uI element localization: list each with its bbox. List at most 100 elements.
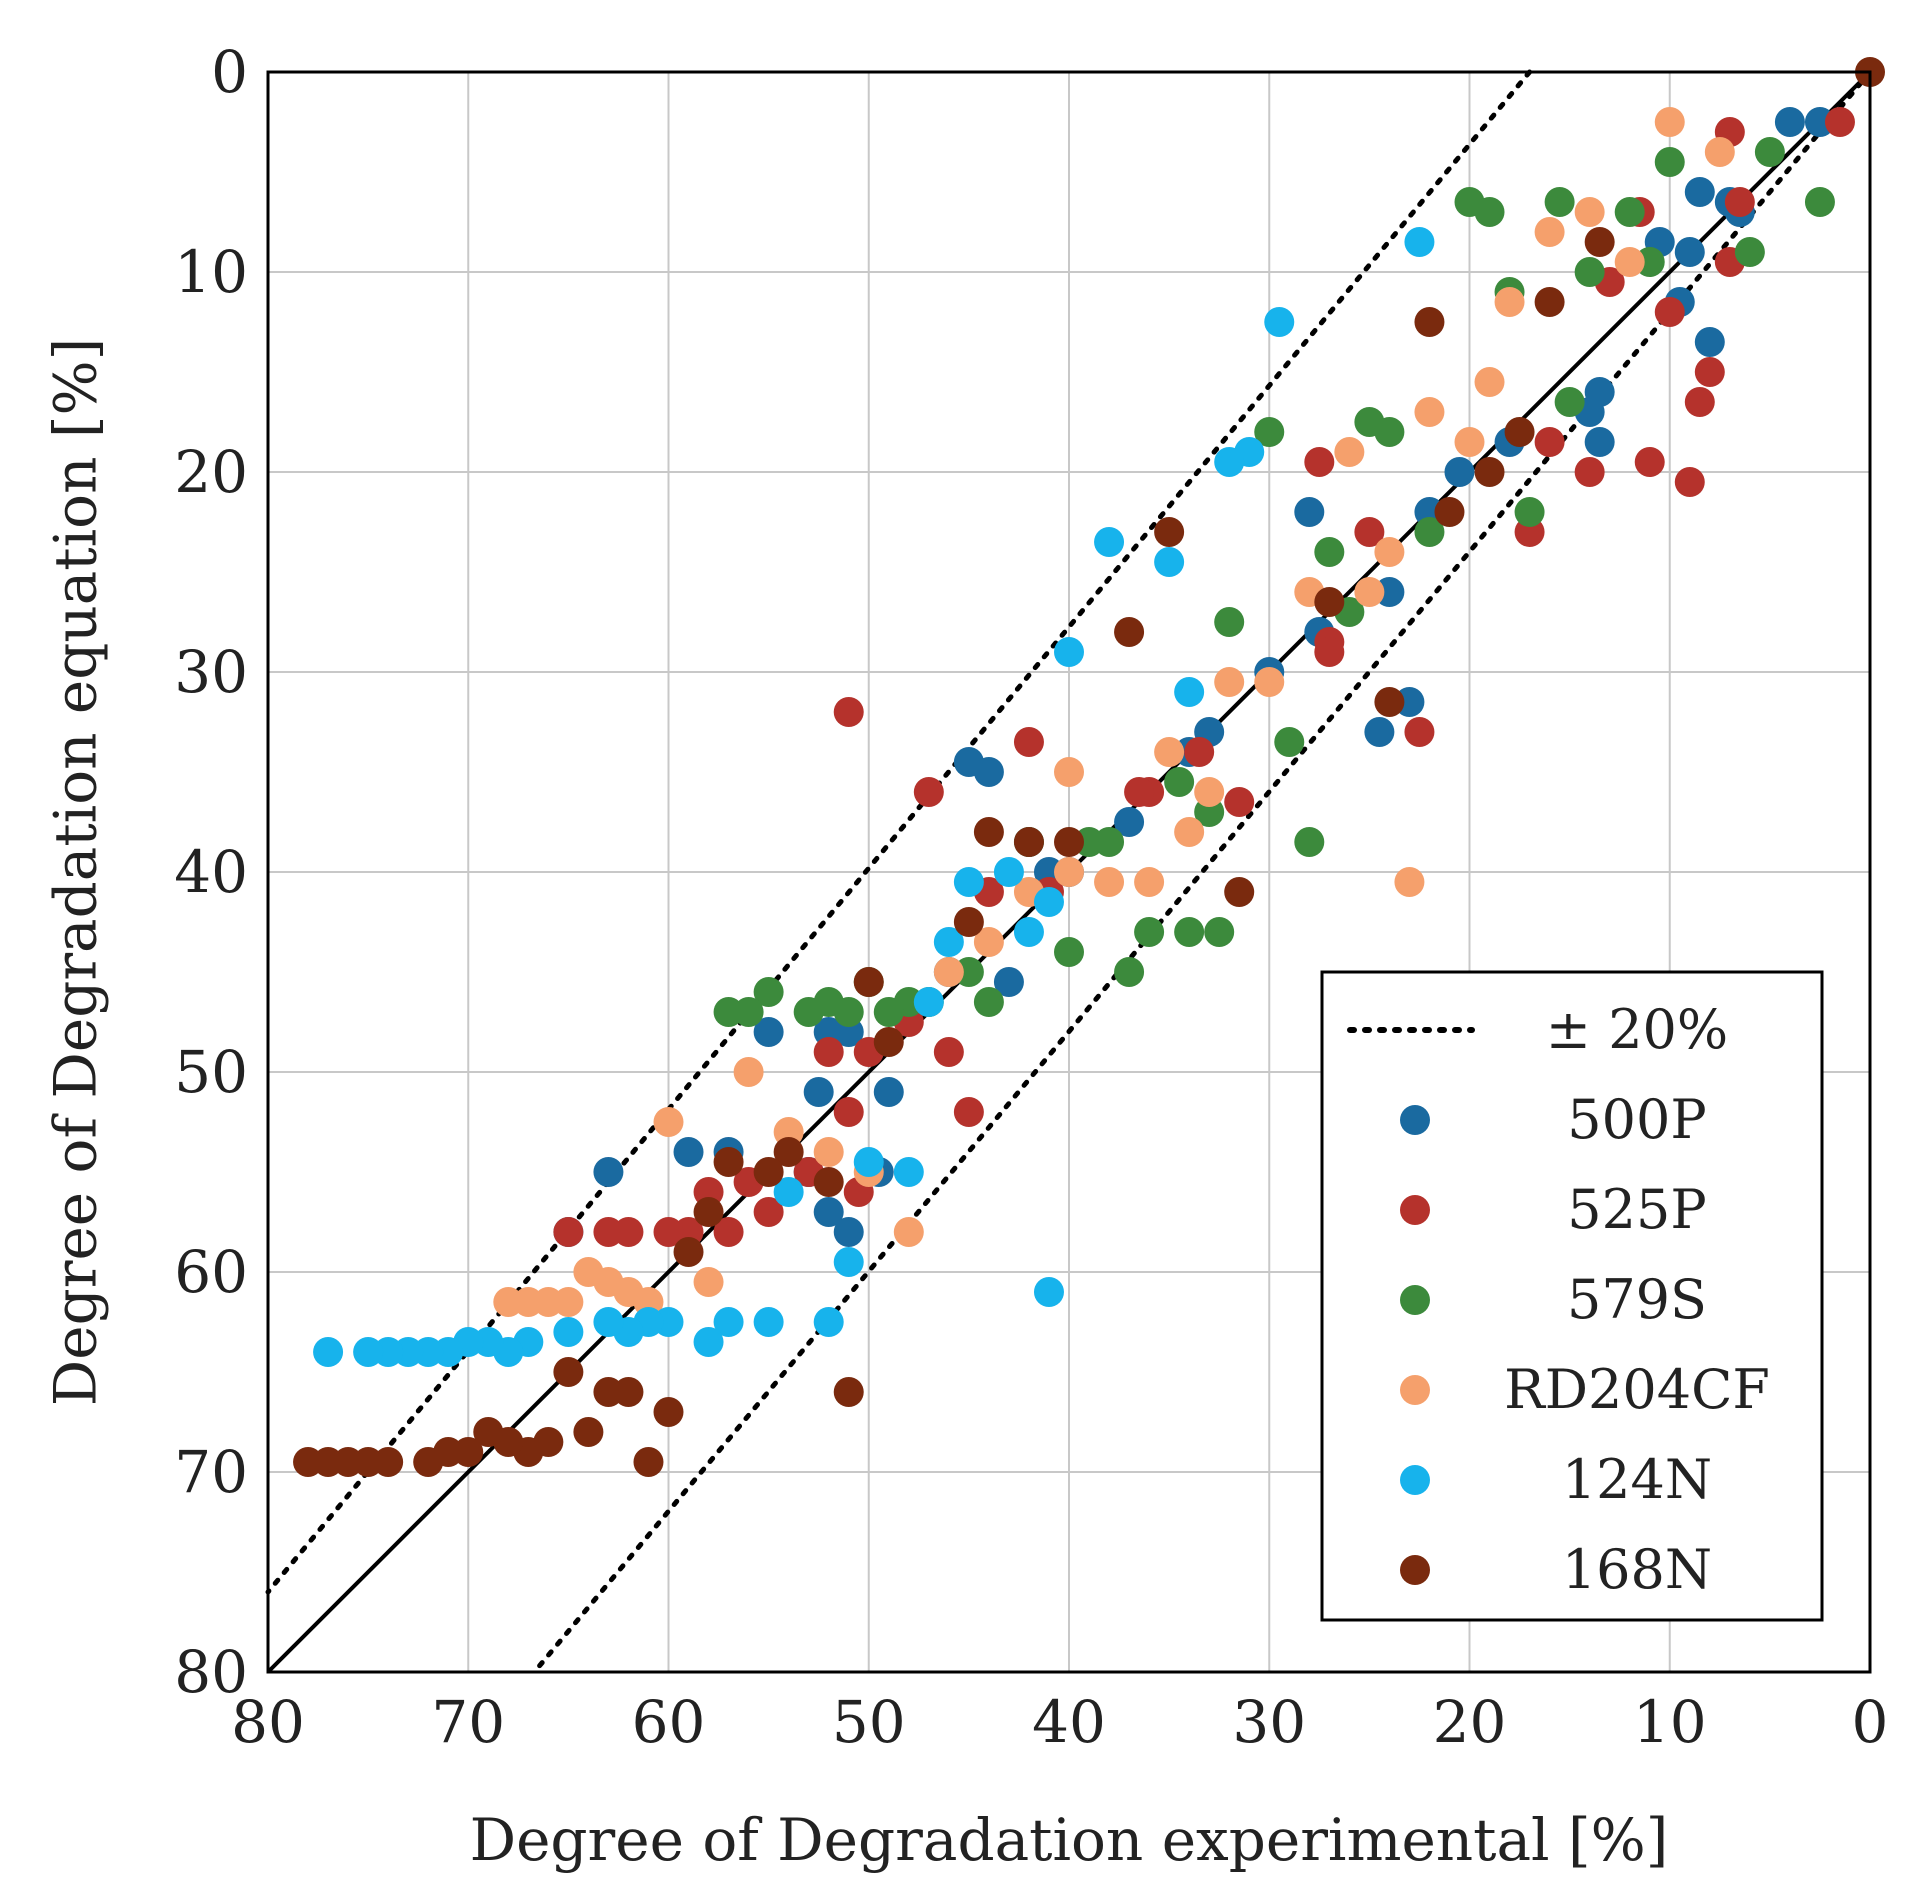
plot-frame — [266, 70, 1872, 1674]
y-axis-ticks: 0 10 20 30 40 50 60 70 80 — [174, 38, 248, 1706]
point-579S-5 — [1614, 197, 1645, 227]
point-168N-27 — [593, 1377, 624, 1407]
point-168N-9 — [1224, 877, 1255, 907]
legend-item-579S: 579S — [1400, 1268, 1707, 1331]
point-124N-4 — [1174, 677, 1205, 707]
point-579S-3 — [1654, 147, 1685, 177]
y-tick-label-6: 60 — [174, 1238, 248, 1306]
point-168N-13 — [1013, 827, 1044, 857]
x-axis-ticks: 80 70 60 50 40 30 20 10 0 — [231, 1688, 1888, 1756]
point-168N-12 — [1054, 827, 1084, 857]
point-525P-20 — [1184, 737, 1215, 767]
x-tick-label-7: 10 — [1633, 1688, 1707, 1756]
point-525P-0 — [1824, 107, 1855, 137]
point-124N-26 — [553, 1317, 584, 1347]
point-500P-3 — [1674, 237, 1705, 267]
y-tick-label-4: 40 — [174, 838, 248, 906]
point-525P-8 — [1674, 467, 1705, 497]
point-500P-42 — [593, 1157, 624, 1187]
series-579S — [713, 137, 1835, 1027]
point-RD204CF-5 — [1494, 287, 1525, 317]
point-525P-6 — [1634, 447, 1665, 477]
y-axis-title: Degree of Degradation equation [%] — [41, 338, 109, 1406]
point-525P-28 — [913, 777, 944, 807]
point-168N-42 — [833, 1377, 864, 1407]
legend-label-124N: 124N — [1562, 1448, 1712, 1511]
point-124N-3 — [1214, 447, 1245, 477]
point-500P-37 — [813, 1197, 844, 1227]
point-168N-17 — [853, 967, 884, 997]
legend-item-± 20%: ± 20% — [1347, 998, 1728, 1061]
point-168N-15 — [953, 907, 984, 937]
legend-marker-RD204CF — [1400, 1375, 1430, 1405]
point-525P-15 — [1354, 517, 1385, 547]
point-168N-1 — [1584, 227, 1615, 257]
point-579S-41 — [753, 977, 784, 1007]
point-168N-3 — [1504, 417, 1535, 447]
legend-marker-525P — [1400, 1195, 1430, 1225]
point-RD204CF-18 — [1054, 757, 1084, 787]
point-RD204CF-6 — [1474, 367, 1505, 397]
point-525P-34 — [813, 1037, 844, 1067]
point-500P-13 — [1444, 457, 1475, 487]
point-RD204CF-15 — [1174, 817, 1205, 847]
point-579S-19 — [1274, 727, 1305, 757]
point-168N-22 — [693, 1197, 724, 1227]
point-579S-25 — [1164, 767, 1195, 797]
y-tick-label-5: 50 — [174, 1038, 248, 1106]
point-168N-20 — [753, 1157, 784, 1187]
reference-line-1 — [531, 69, 1873, 1675]
point-579S-7 — [1554, 387, 1585, 417]
legend-item-RD204CF: RD204CF — [1400, 1358, 1770, 1421]
point-168N-7 — [1374, 687, 1405, 717]
point-124N-17 — [813, 1307, 844, 1337]
point-124N-7 — [1054, 637, 1084, 667]
point-124N-1 — [1264, 307, 1295, 337]
point-525P-2 — [1724, 187, 1755, 217]
point-RD204CF-1 — [1654, 107, 1685, 137]
x-tick-label-6: 20 — [1433, 1688, 1507, 1756]
point-168N-8 — [1314, 587, 1345, 617]
point-RD204CF-4 — [1534, 217, 1565, 247]
point-500P-35 — [803, 1077, 834, 1107]
point-RD204CF-32 — [573, 1257, 604, 1287]
point-RD204CF-3 — [1574, 197, 1605, 227]
point-500P-23 — [1114, 807, 1145, 837]
point-168N-24 — [653, 1397, 684, 1427]
point-RD204CF-13 — [1214, 667, 1245, 697]
x-tick-label-8: 0 — [1852, 1688, 1889, 1756]
series-168N — [293, 57, 1885, 1477]
point-168N-21 — [713, 1147, 744, 1177]
point-500P-39 — [753, 1017, 784, 1047]
point-RD204CF-21 — [933, 957, 964, 987]
legend-label-168N: 168N — [1562, 1538, 1712, 1601]
point-168N-25 — [633, 1447, 664, 1477]
point-500P-11 — [1584, 427, 1615, 457]
point-500P-41 — [673, 1137, 704, 1167]
point-579S-15 — [1354, 407, 1385, 437]
point-579S-17 — [1314, 537, 1345, 567]
point-579S-18 — [1294, 827, 1325, 857]
legend-label-579S: 579S — [1567, 1268, 1707, 1331]
point-168N-18 — [813, 1167, 844, 1197]
point-525P-7 — [1684, 387, 1715, 417]
point-579S-20 — [1254, 417, 1285, 447]
legend-item-525P: 525P — [1400, 1178, 1707, 1241]
point-RD204CF-22 — [893, 1217, 924, 1247]
point-168N-41 — [293, 1447, 324, 1477]
legend-label-525P: 525P — [1567, 1178, 1706, 1241]
point-168N-5 — [1434, 497, 1465, 527]
point-525P-14 — [1404, 717, 1435, 747]
point-579S-27 — [1114, 957, 1145, 987]
point-124N-36 — [313, 1337, 344, 1367]
point-124N-11 — [953, 867, 984, 897]
point-525P-12 — [1534, 427, 1565, 457]
y-tick-label-1: 10 — [174, 238, 248, 306]
legend-marker-500P — [1400, 1105, 1430, 1135]
point-124N-12 — [933, 927, 964, 957]
point-168N-16 — [873, 1027, 904, 1057]
point-124N-6 — [1094, 527, 1125, 557]
legend-marker-579S — [1400, 1285, 1430, 1315]
point-124N-15 — [853, 1147, 884, 1177]
